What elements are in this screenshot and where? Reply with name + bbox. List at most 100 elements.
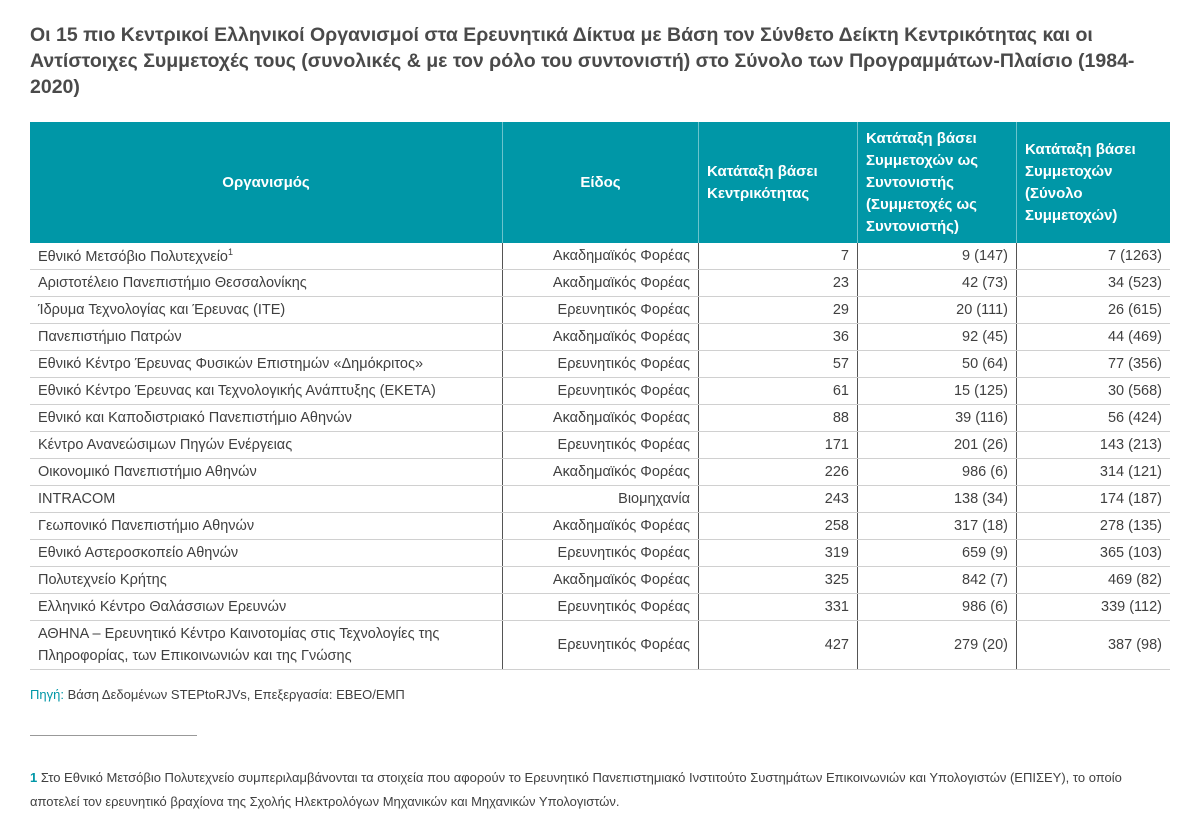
cell-total-rank-text: 44 (469) — [1107, 329, 1162, 345]
cell-type-text: Ακαδημαϊκός Φορέας — [552, 572, 690, 588]
cell-centrality-rank: 88 — [698, 404, 858, 432]
table-row: Κέντρο Ανανεώσιμων Πηγών Ενέργειας Ερευνη… — [30, 431, 1170, 459]
cell-centrality-rank-text: 331 — [824, 599, 849, 615]
cell-type-text: Βιομηχανία — [618, 491, 690, 507]
table-row: Εθνικό Κέντρο Έρευνας και Τεχνολογικής Α… — [30, 377, 1170, 405]
cell-type: Ερευνητικός Φορέας — [502, 377, 699, 405]
cell-centrality-rank-text: 23 — [832, 275, 849, 291]
cell-coordinator-rank: 279 (20) — [857, 620, 1017, 670]
cell-organization-text: Πολυτεχνείο Κρήτης — [38, 572, 167, 588]
cell-organization: ΑΘΗΝΑ – Ερευνητικό Κέντρο Καινοτομίας στ… — [30, 620, 503, 670]
cell-type-text: Ακαδημαϊκός Φορέας — [552, 410, 690, 426]
cell-total-rank: 314 (121) — [1016, 458, 1170, 486]
cell-organization-text: Ίδρυμα Τεχνολογίας και Έρευνας (ΙΤΕ) — [38, 302, 286, 318]
cell-organization-text: Οικονομικό Πανεπιστήμιο Αθηνών — [38, 464, 257, 480]
cell-type: Ακαδημαϊκός Φορέας — [502, 404, 699, 432]
cell-total-rank-text: 314 (121) — [1099, 464, 1162, 480]
cell-total-rank: 56 (424) — [1016, 404, 1170, 432]
cell-coordinator-rank-text: 15 (125) — [953, 383, 1008, 399]
cell-type-text: Ερευνητικός Φορέας — [557, 356, 690, 372]
cell-centrality-rank: 243 — [698, 485, 858, 513]
cell-organization: Εθνικό Αστεροσκοπείο Αθηνών — [30, 539, 503, 567]
cell-organization-text: ΑΘΗΝΑ – Ερευνητικό Κέντρο Καινοτομίας στ… — [38, 626, 440, 664]
cell-type-text: Ερευνητικός Φορέας — [557, 599, 690, 615]
cell-coordinator-rank-text: 138 (34) — [953, 491, 1008, 507]
cell-centrality-rank: 29 — [698, 296, 858, 324]
cell-coordinator-rank: 15 (125) — [857, 377, 1017, 405]
cell-coordinator-rank-text: 842 (7) — [962, 572, 1008, 588]
cell-centrality-rank-text: 319 — [824, 545, 849, 561]
cell-centrality-rank: 171 — [698, 431, 858, 459]
table-row: Πανεπιστήμιο Πατρών Ακαδημαϊκός Φορέας 36 9… — [30, 323, 1170, 351]
cell-total-rank: 143 (213) — [1016, 431, 1170, 459]
cell-coordinator-rank: 9 (147) — [857, 243, 1017, 270]
cell-organization-text: Γεωπονικό Πανεπιστήμιο Αθηνών — [38, 518, 255, 534]
cell-total-rank: 44 (469) — [1016, 323, 1170, 351]
cell-organization: Αριστοτέλειο Πανεπιστήμιο Θεσσαλονίκης — [30, 269, 503, 297]
cell-total-rank: 7 (1263) — [1016, 243, 1170, 270]
cell-organization: Εθνικό Κέντρο Έρευνας και Τεχνολογικής Α… — [30, 377, 503, 405]
cell-type: Ερευνητικός Φορέας — [502, 431, 699, 459]
header-organization: Οργανισμός — [30, 122, 503, 243]
cell-type-text: Ακαδημαϊκός Φορέας — [552, 248, 690, 264]
cell-coordinator-rank: 50 (64) — [857, 350, 1017, 378]
cell-type: Ερευνητικός Φορέας — [502, 593, 699, 621]
table-row: ΑΘΗΝΑ – Ερευνητικό Κέντρο Καινοτομίας στ… — [30, 620, 1170, 670]
cell-coordinator-rank-text: 92 (45) — [962, 329, 1008, 345]
cell-type-text: Ακαδημαϊκός Φορέας — [552, 329, 690, 345]
cell-organization: INTRACOM — [30, 485, 503, 513]
cell-organization: Κέντρο Ανανεώσιμων Πηγών Ενέργειας — [30, 431, 503, 459]
cell-coordinator-rank-text: 986 (6) — [962, 599, 1008, 615]
cell-type-text: Ερευνητικός Φορέας — [557, 545, 690, 561]
table-row: Εθνικό Κέντρο Έρευνας Φυσικών Επιστημών … — [30, 350, 1170, 378]
cell-centrality-rank: 427 — [698, 620, 858, 670]
footnote-text: Στο Εθνικό Μετσόβιο Πολυτεχνείο συμπεριλ… — [30, 770, 1122, 809]
cell-total-rank: 174 (187) — [1016, 485, 1170, 513]
table-title: Οι 15 πιο Κεντρικοί Ελληνικοί Οργανισμοί… — [30, 24, 1135, 98]
cell-type: Ερευνητικός Φορέας — [502, 539, 699, 567]
cell-type-text: Ερευνητικός Φορέας — [557, 637, 690, 653]
cell-total-rank-text: 278 (135) — [1099, 518, 1162, 534]
cell-type-text: Ερευνητικός Φορέας — [557, 383, 690, 399]
cell-type-text: Ακαδημαϊκός Φορέας — [552, 275, 690, 291]
cell-coordinator-rank: 138 (34) — [857, 485, 1017, 513]
cell-coordinator-rank: 39 (116) — [857, 404, 1017, 432]
cell-organization: Οικονομικό Πανεπιστήμιο Αθηνών — [30, 458, 503, 486]
cell-total-rank-text: 26 (615) — [1107, 302, 1162, 318]
cell-centrality-rank-text: 243 — [824, 491, 849, 507]
footnote-divider — [30, 735, 197, 736]
table-row: Γεωπονικό Πανεπιστήμιο Αθηνών Ακαδημαϊκός… — [30, 512, 1170, 540]
cell-organization-text: Εθνικό Κέντρο Έρευνας και Τεχνολογικής Α… — [38, 383, 436, 399]
footnote: 1 Στο Εθνικό Μετσόβιο Πολυτεχνείο συμπερ… — [30, 766, 1170, 814]
cell-centrality-rank: 23 — [698, 269, 858, 297]
table-row: Εθνικό και Καποδιστριακό Πανεπιστήμιο Αθ… — [30, 404, 1170, 432]
cell-total-rank-text: 77 (356) — [1107, 356, 1162, 372]
cell-organization-text: Εθνικό Αστεροσκοπείο Αθηνών — [38, 545, 239, 561]
cell-type: Ακαδημαϊκός Φορέας — [502, 243, 699, 270]
cell-centrality-rank-text: 36 — [832, 329, 849, 345]
cell-coordinator-rank: 201 (26) — [857, 431, 1017, 459]
cell-type: Ακαδημαϊκός Φορέας — [502, 566, 699, 594]
cell-centrality-rank: 57 — [698, 350, 858, 378]
cell-coordinator-rank-text: 20 (111) — [956, 302, 1008, 318]
table-row: Εθνικό Μετσόβιο Πολυτεχνείο1 Ακαδημαϊκός … — [30, 243, 1170, 270]
cell-total-rank: 30 (568) — [1016, 377, 1170, 405]
cell-organization: Εθνικό Μετσόβιο Πολυτεχνείο1 — [30, 243, 503, 270]
table-row: Πολυτεχνείο Κρήτης Ακαδημαϊκός Φορέας 325 8… — [30, 566, 1170, 594]
cell-total-rank-text: 143 (213) — [1099, 437, 1162, 453]
cell-coordinator-rank: 659 (9) — [857, 539, 1017, 567]
cell-organization: Πολυτεχνείο Κρήτης — [30, 566, 503, 594]
cell-centrality-rank-text: 61 — [832, 383, 849, 399]
cell-type: Ερευνητικός Φορέας — [502, 620, 699, 670]
cell-coordinator-rank-text: 9 (147) — [962, 248, 1008, 264]
cell-centrality-rank: 61 — [698, 377, 858, 405]
cell-total-rank: 365 (103) — [1016, 539, 1170, 567]
cell-organization-text: Πανεπιστήμιο Πατρών — [38, 329, 182, 345]
cell-total-rank: 34 (523) — [1016, 269, 1170, 297]
cell-total-rank-text: 339 (112) — [1101, 599, 1162, 615]
cell-organization-text: Εθνικό Μετσόβιο Πολυτεχνείο — [38, 248, 229, 265]
cell-total-rank: 26 (615) — [1016, 296, 1170, 324]
cell-organization-text: INTRACOM — [38, 491, 116, 507]
table-row: Οικονομικό Πανεπιστήμιο Αθηνών Ακαδημαϊκό… — [30, 458, 1170, 486]
cell-type: Ακαδημαϊκός Φορέας — [502, 512, 699, 540]
